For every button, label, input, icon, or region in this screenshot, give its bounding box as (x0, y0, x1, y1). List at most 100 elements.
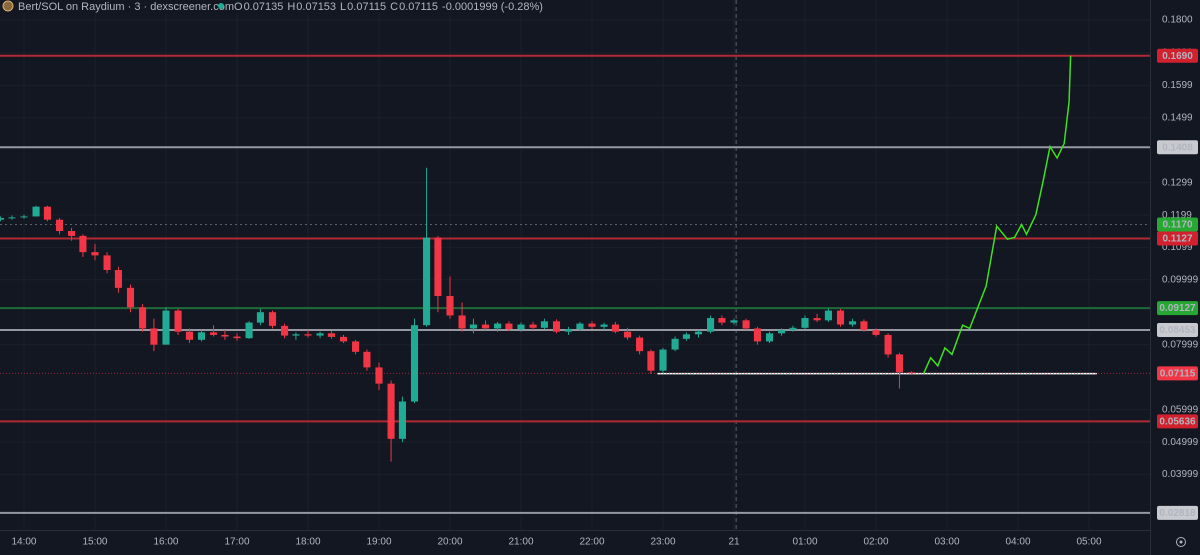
x-tick-label: 17:00 (224, 537, 249, 548)
candle-body (185, 331, 193, 340)
price-tag (1157, 366, 1198, 381)
price-tag-label: 0.1690 (1162, 51, 1193, 62)
y-tick-label: 0.1599 (1162, 80, 1193, 91)
candle-body (505, 323, 513, 330)
candle-body (730, 320, 738, 323)
candle-body (126, 287, 135, 308)
x-tick-label: 23:00 (650, 537, 675, 548)
plot (0, 54, 1150, 514)
candle-body (718, 318, 726, 323)
ohlc-key: L (340, 1, 346, 13)
candle-body (8, 217, 16, 219)
price-tag-label: 0.1127 (1162, 234, 1192, 245)
candle-body (600, 324, 608, 327)
candle-body (281, 325, 289, 336)
candle-body (753, 328, 761, 342)
gear-center (1179, 540, 1183, 544)
candle-body (778, 330, 786, 334)
candle-body (221, 334, 229, 337)
price-tag (1157, 505, 1198, 520)
candle-body (707, 318, 715, 332)
candle-body (671, 338, 679, 350)
candle-body (481, 324, 490, 329)
candle-body (410, 325, 419, 402)
candle-body (813, 318, 821, 321)
y-tick-label: 0.05999 (1162, 404, 1199, 415)
ohlc-value: 0.07153 (296, 1, 336, 13)
candle-body (789, 327, 797, 331)
candle-body (860, 321, 868, 331)
candle-body (836, 310, 845, 325)
candle-body (174, 310, 182, 332)
y-tick-label: 0.1199 (1162, 210, 1192, 221)
gear[interactable] (1176, 537, 1186, 547)
price-tag-label: 0.09127 (1159, 303, 1196, 314)
y-tick-label: 0.1800 (1162, 15, 1193, 26)
candle-body (884, 334, 892, 355)
x-tick-label: 01:00 (792, 537, 817, 548)
y-tick-label: 0.1499 (1162, 112, 1193, 123)
change: -0.0001999 (-0.28%) (442, 1, 543, 13)
candle-body (387, 383, 395, 439)
status-dot (218, 3, 224, 9)
crosshair-tag (1157, 217, 1198, 232)
candle-body (647, 351, 655, 371)
y-tick-label: 0.03999 (1162, 469, 1199, 480)
price-tag (1157, 48, 1198, 63)
candle-body (694, 331, 703, 335)
candle-body (517, 324, 525, 330)
candle-body (103, 255, 111, 270)
candle-body (458, 315, 466, 329)
x-tick-label: 14:00 (11, 537, 36, 548)
candle-body (824, 310, 832, 321)
candle-body (0, 218, 5, 220)
price-tag (1157, 414, 1198, 429)
candle-body (55, 219, 64, 232)
ohlc-key: H (287, 1, 295, 13)
header-bg (0, 0, 560, 14)
axes: 14:00 15:00 16:00 17:00 18:00 19:00 20:00 21:00… (11, 15, 1198, 548)
candle-body (446, 295, 454, 316)
candle-body (352, 341, 360, 352)
ohlc-key: O (234, 1, 243, 13)
x-tick-label: 19:00 (366, 537, 391, 548)
candle-body (659, 349, 667, 371)
candle-body (114, 270, 122, 288)
x-tick-label: 05:00 (1076, 537, 1101, 548)
candle-body (339, 336, 348, 342)
x-tick-label: 15:00 (82, 537, 107, 548)
candle-body (588, 323, 596, 327)
candle-body (256, 312, 264, 323)
x-tick-label: 02:00 (863, 537, 888, 548)
candle-body (742, 320, 750, 329)
price-tag-label: 0.08453 (1159, 325, 1196, 336)
price-tag-label: 0.1408 (1162, 142, 1193, 153)
settings-icon[interactable] (1176, 537, 1186, 547)
candle-body (895, 354, 903, 373)
x-tick-label: 22:00 (579, 537, 604, 548)
price-tag (1157, 140, 1198, 155)
candle-body (801, 318, 809, 328)
candle-body (316, 333, 324, 336)
candle-body (765, 333, 774, 342)
x-tick-label: 16:00 (153, 537, 178, 548)
y-tick-label: 0.04999 (1162, 437, 1199, 448)
price-tag-label: 0.07115 (1160, 369, 1196, 380)
symbol: Bert/SOL on Raydium · 3 · dexscreener.co… (18, 1, 234, 13)
candle-body (327, 333, 335, 337)
candle-body (43, 206, 51, 220)
candle-body (611, 324, 619, 332)
candle-body (423, 237, 431, 326)
candle-body (245, 322, 253, 339)
token-icon (2, 0, 14, 12)
crosshair-tag-label: 0.1170 (1162, 220, 1192, 231)
y-tick-label: 0.1099 (1162, 242, 1193, 253)
candle-body (162, 310, 170, 345)
ohlc-value: 0.07115 (347, 1, 386, 13)
candle-body (32, 206, 40, 217)
price-tag-label: 0.05636 (1159, 417, 1196, 428)
candle-body (150, 328, 158, 345)
price-tag (1157, 231, 1198, 246)
